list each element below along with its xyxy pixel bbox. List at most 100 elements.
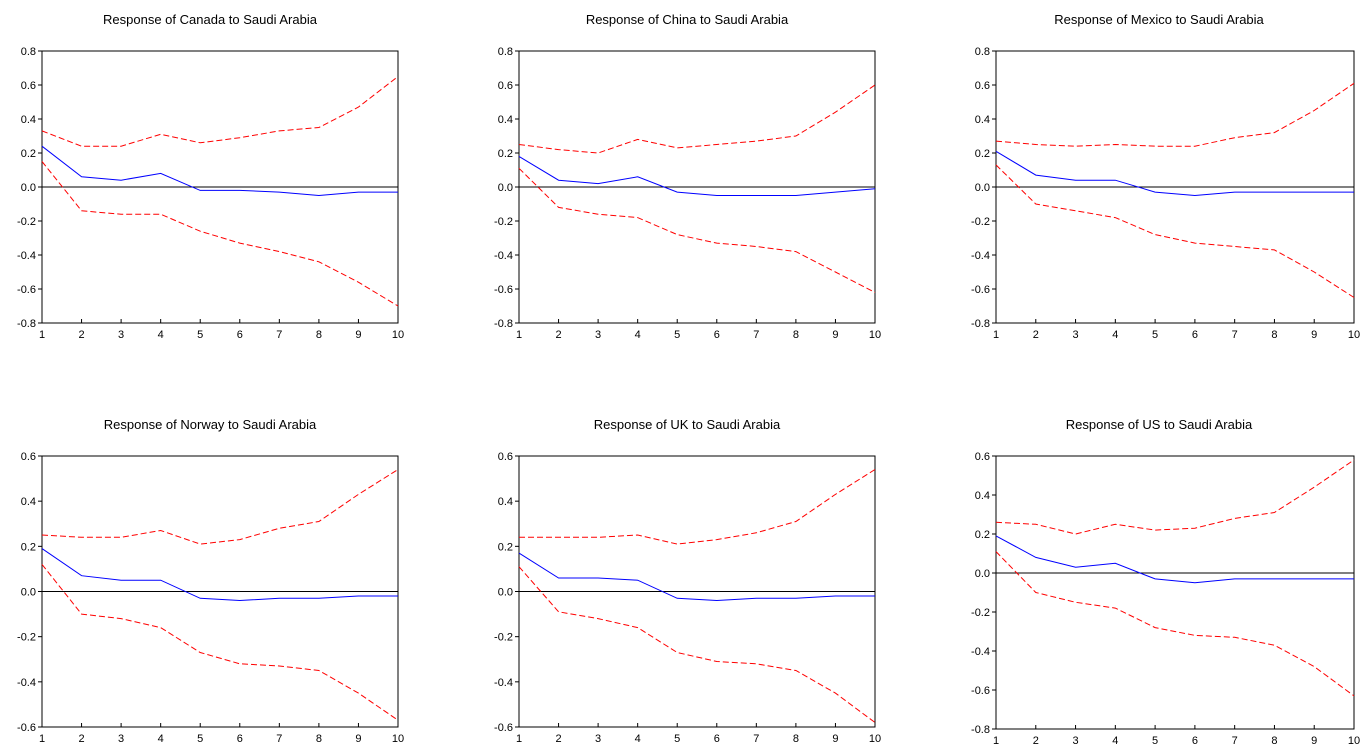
x-tick-label: 8 [1271,329,1277,341]
y-tick-label: 0.0 [498,587,513,599]
x-tick-label: 4 [1112,735,1118,747]
y-tick-label: 0.6 [498,451,513,463]
x-tick-label: 5 [674,733,680,745]
x-tick-label: 6 [714,733,720,745]
x-tick-label: 2 [555,733,561,745]
x-tick-label: 9 [355,329,361,341]
x-tick-label: 4 [158,733,164,745]
x-tick-label: 5 [674,329,680,341]
y-tick-label: 0.0 [21,182,36,194]
chart-panel-norway: Response of Norway to Saudi Arabia 0.6 0.… [0,405,420,755]
y-tick-label: 0.0 [498,182,513,194]
y-tick-label: 0.8 [498,46,513,58]
y-tick-label: -0.2 [17,632,36,644]
lower-band-line [995,551,1355,697]
x-tick-label: 1 [993,735,999,747]
y-tick-label: 0.2 [498,541,513,553]
y-tick-label: -0.4 [17,677,36,689]
x-tick-label: 7 [276,329,282,341]
x-tick-label: 3 [118,733,124,745]
y-tick-label: -0.2 [971,607,990,619]
y-tick-label: 0.4 [975,114,990,126]
y-tick-label: -0.8 [494,318,513,330]
x-tick-label: 6 [1192,735,1198,747]
x-tick-label: 7 [1232,735,1238,747]
x-tick-label: 8 [793,329,799,341]
x-tick-label: 10 [392,733,404,745]
chart-title: Response of UK to Saudi Arabia [593,417,781,432]
y-tick-label: 0.4 [498,496,513,508]
x-tick-label: 4 [635,733,641,745]
y-tick-label: 0.4 [21,114,36,126]
y-tick-label: -0.8 [17,318,36,330]
chart-panel-us: Response of US to Saudi Arabia 0.6 0.4 0.2… [954,405,1364,755]
y-tick-label: -0.8 [971,724,990,736]
response-line [995,535,1354,584]
x-tick-label: 1 [516,733,522,745]
y-tick-label: 0.2 [498,148,513,160]
chart-panel-canada: Response of Canada to Saudi Arabia 0.8 0.… [0,0,420,370]
response-line [41,548,398,602]
x-tick-label: 3 [595,733,601,745]
chart-plot: 0.6 0.4 0.2 0.0 -0.2 -0.4 -0.61 2 3 4 5 6 7 8 9 10 [17,451,404,745]
y-tick-label: 0.6 [498,80,513,92]
y-tick-label: -0.2 [494,216,513,228]
y-tick-label: 0.4 [21,496,36,508]
x-tick-label: 10 [1348,329,1360,341]
x-tick-label: 3 [118,329,124,341]
x-tick-label: 2 [1033,329,1039,341]
y-tick-label: 0.0 [975,568,990,580]
y-tick-label: -0.4 [971,250,990,262]
x-tick-label: 7 [276,733,282,745]
y-tick-label: -0.8 [971,318,990,330]
x-tick-label: 9 [1311,735,1317,747]
y-tick-label: 0.2 [21,541,36,553]
x-tick-label: 9 [355,733,361,745]
x-tick-label: 1 [993,329,999,341]
response-line [41,145,398,197]
x-tick-label: 4 [1112,329,1118,341]
x-tick-label: 1 [39,329,45,341]
y-tick-label: 0.6 [21,80,36,92]
x-tick-label: 1 [39,733,45,745]
upper-band-line [995,459,1355,535]
x-tick-label: 5 [1152,735,1158,747]
plot-frame [995,455,1355,730]
x-tick-label: 10 [869,733,881,745]
x-tick-label: 5 [1152,329,1158,341]
x-tick-label: 8 [1271,735,1277,747]
y-tick-label: 0.0 [21,587,36,599]
y-tick-label: 0.6 [975,80,990,92]
x-tick-label: 3 [1072,329,1078,341]
x-tick-label: 5 [197,733,203,745]
y-tick-label: -0.4 [971,646,990,658]
chart-title: Response of Canada to Saudi Arabia [103,12,317,27]
x-tick-label: 3 [595,329,601,341]
lower-band-line [41,564,399,721]
chart-plot: 0.8 0.6 0.4 0.2 0.0 -0.2 -0.4 -0.6 -0.81 2 3 4 5 6 7 8 9… [494,46,881,341]
lower-band-line [518,566,876,723]
y-tick-label: -0.4 [494,677,513,689]
x-tick-label: 6 [237,733,243,745]
chart-title: Response of Norway to Saudi Arabia [103,417,317,432]
chart-title: Response of Mexico to Saudi Arabia [1054,12,1264,27]
upper-band-line [519,469,876,545]
upper-band-line [995,82,1355,147]
lower-band-line [518,167,876,293]
x-tick-label: 1 [516,329,522,341]
y-tick-label: 0.2 [975,148,990,160]
y-tick-label: 0.8 [21,46,36,58]
y-tick-label: -0.2 [17,216,36,228]
response-line [518,552,875,602]
y-tick-label: -0.2 [494,632,513,644]
x-tick-label: 7 [753,733,759,745]
y-tick-label: 0.8 [975,46,990,58]
y-tick-label: 0.2 [975,529,990,541]
x-tick-label: 2 [555,329,561,341]
x-tick-label: 6 [237,329,243,341]
x-tick-label: 10 [392,329,404,341]
x-tick-label: 4 [635,329,641,341]
y-tick-label: -0.2 [971,216,990,228]
y-tick-label: 0.6 [975,451,990,463]
y-tick-label: 0.2 [21,148,36,160]
